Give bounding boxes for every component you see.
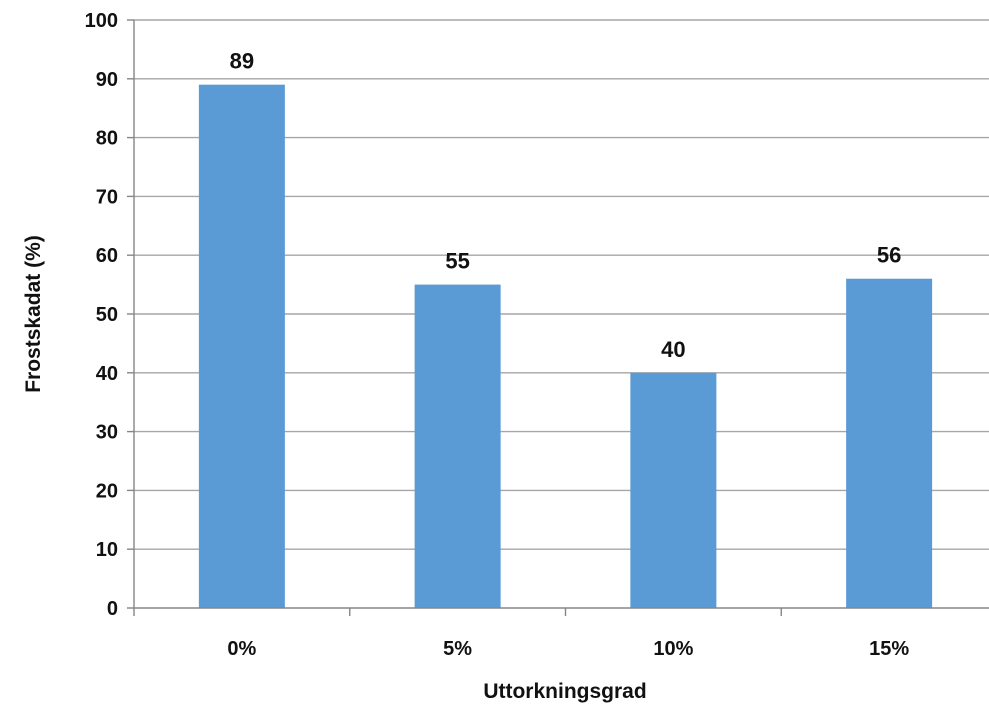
y-tick-label: 90 [96,69,118,91]
y-axis-title: Frostskadat (%) [22,235,45,393]
data-labels: 89 55 40 56 [230,49,902,362]
data-label: 55 [445,249,469,274]
y-tick-labels: 0 10 20 30 40 50 60 70 80 90 100 [85,10,118,620]
y-tick-label: 50 [96,304,118,326]
y-tick-label: 10 [96,539,118,561]
data-label: 56 [877,243,901,268]
bar [415,285,501,608]
y-tick-label: 60 [96,245,118,267]
y-tick-label: 70 [96,186,118,208]
bar [846,279,932,608]
y-tick-label: 30 [96,422,118,444]
bars [199,85,932,608]
x-tick-label: 5% [443,638,472,660]
y-tick-label: 40 [96,363,118,385]
data-label: 40 [661,337,685,362]
bar [630,373,716,608]
y-tick-label: 100 [85,10,118,32]
y-tick-label: 20 [96,480,118,502]
bar [199,85,285,608]
y-tick-label: 80 [96,128,118,150]
x-tick-label: 0% [227,638,256,660]
x-tick-label: 15% [869,638,909,660]
x-axis-title: Uttorkningsgrad [483,680,646,703]
data-label: 89 [230,49,254,74]
x-tick-labels: 0% 5% 10% 15% [227,638,909,660]
y-tick-label: 0 [107,598,118,620]
x-tick-label: 10% [653,638,693,660]
